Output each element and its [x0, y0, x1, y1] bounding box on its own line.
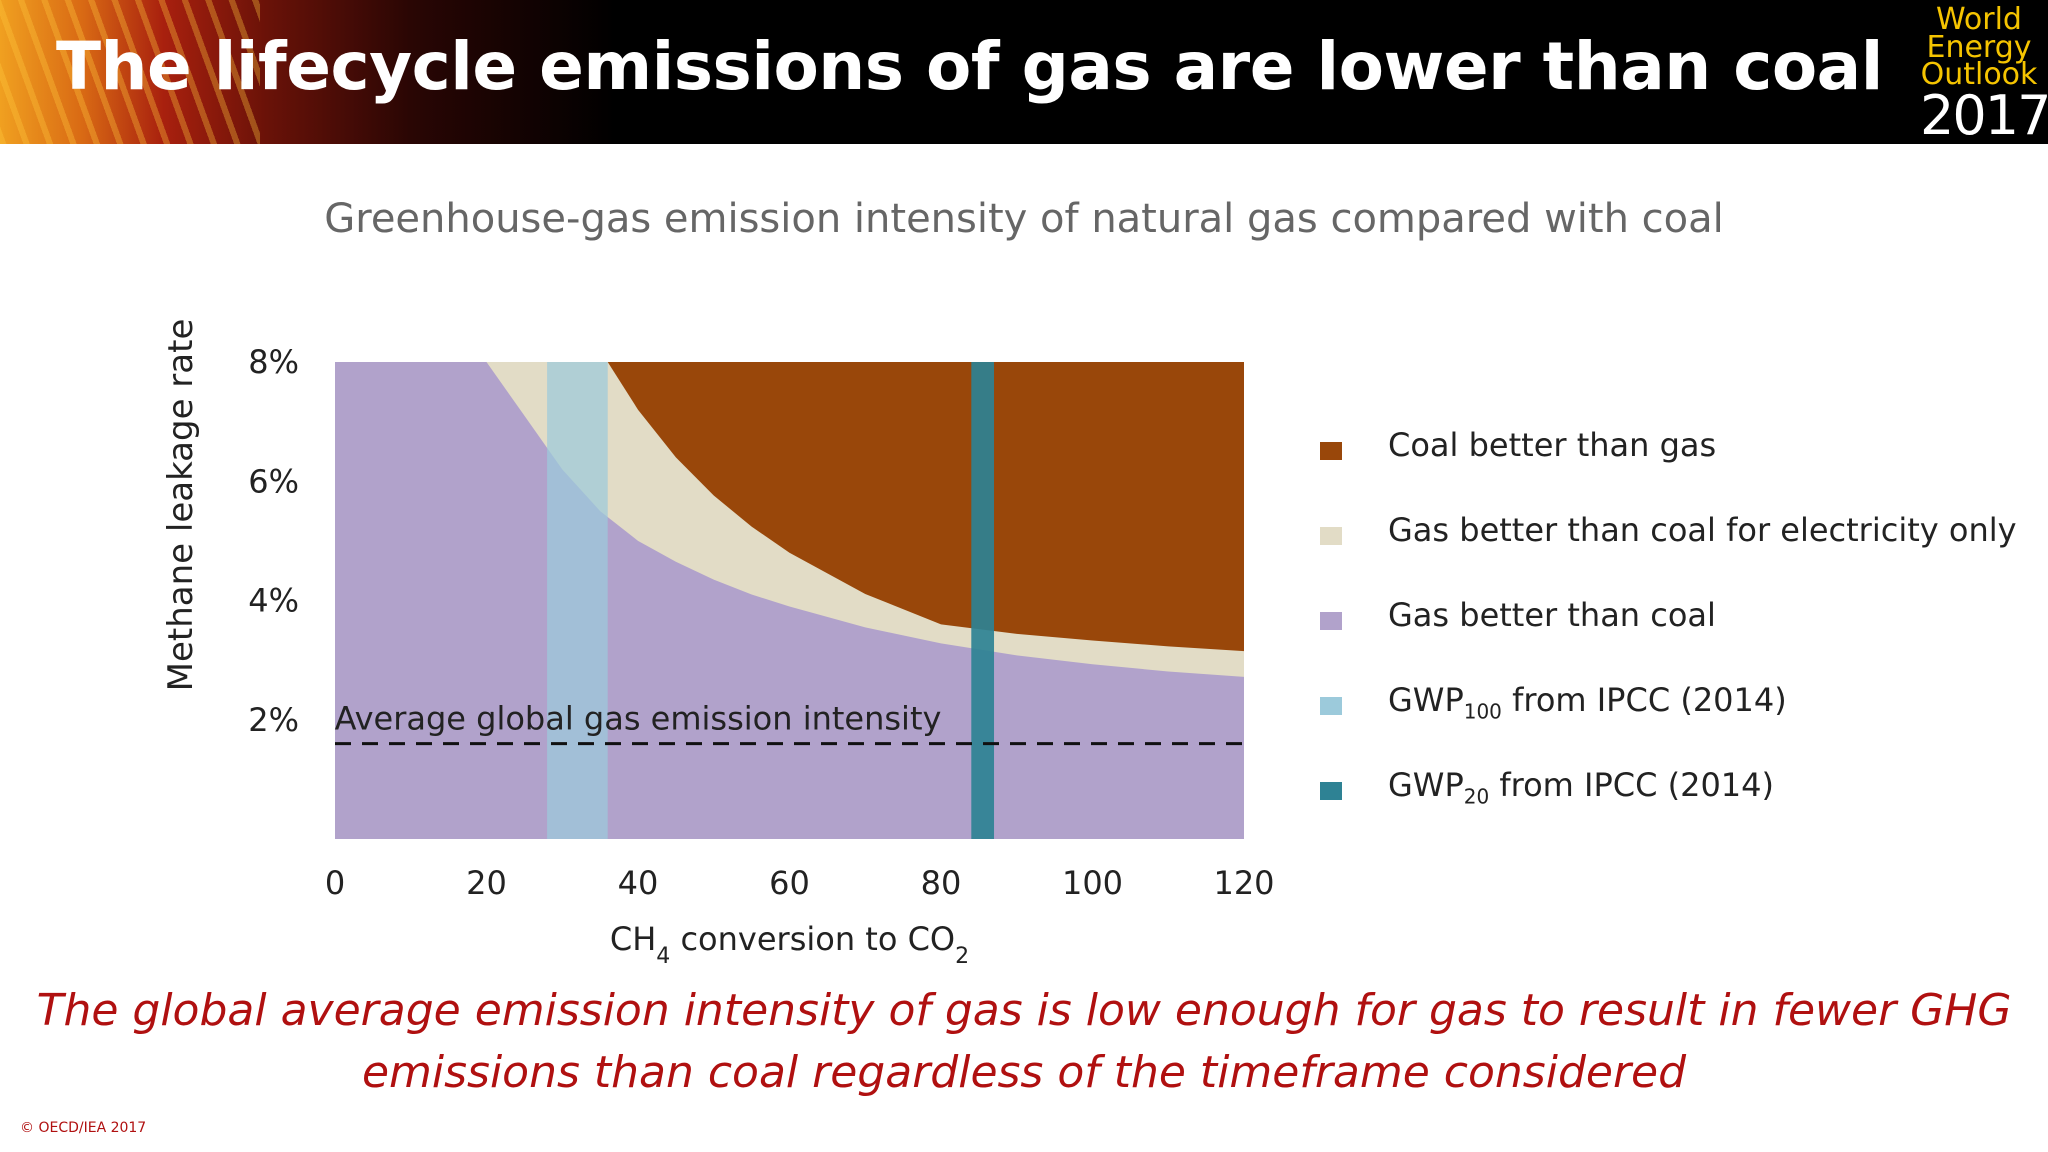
x-tick-label: 80 — [921, 864, 962, 902]
legend-swatch-coal-better — [1320, 442, 1342, 460]
title-banner: The lifecycle emissions of gas are lower… — [0, 0, 2048, 144]
x-tick-label: 40 — [618, 864, 659, 902]
logo-year: 2017 — [1920, 83, 2048, 144]
copyright: © OECD/IEA 2017 — [20, 1120, 147, 1136]
legend-swatch-electricity-only — [1320, 527, 1342, 545]
legend-label-gwp20: GWP20 from IPCC (2014) — [1388, 766, 1774, 809]
band-gwp20 — [971, 362, 995, 839]
legend-label-electricity-only: Gas better than coal for electricity onl… — [1388, 511, 2017, 549]
y-tick-label: 2% — [248, 701, 299, 739]
axes: 0 20 40 60 80 100 120 2% 4% 6% 8% CH4 conversion to… — [161, 319, 1275, 969]
legend-swatch-gwp20 — [1320, 782, 1342, 800]
legend-label-gwp100: GWP100 from IPCC (2014) — [1388, 681, 1787, 724]
x-tick-label: 100 — [1062, 864, 1123, 902]
legend-swatch-gwp100 — [1320, 697, 1342, 715]
logo-line-2: Energy — [1926, 29, 2032, 65]
y-axis-label: Methane leakage rate — [161, 319, 201, 692]
logo-line-3: Outlook — [1920, 57, 2038, 93]
region-coal-better — [607, 362, 1244, 652]
plot-area: Average global gas emission intensity — [335, 362, 1244, 839]
chart-title: Greenhouse-gas emission intensity of nat… — [324, 196, 1724, 242]
weo-logo: World Energy Outlook 2017 — [1920, 2, 2048, 144]
y-tick-label: 6% — [248, 462, 299, 500]
x-axis-label: CH4 conversion to CO2 — [610, 920, 969, 969]
x-tick-label: 0 — [325, 864, 345, 902]
logo-line-1: World — [1936, 2, 2022, 37]
average-emission-label: Average global gas emission intensity — [335, 700, 942, 738]
legend-label-gas-better: Gas better than coal — [1388, 596, 1716, 634]
legend-swatch-gas-better — [1320, 612, 1342, 630]
x-tick-label: 60 — [769, 864, 810, 902]
x-tick-label: 20 — [466, 864, 507, 902]
y-tick-label: 8% — [248, 343, 299, 381]
conclusion-text: The global average emission intensity of… — [36, 985, 2012, 1098]
y-tick-label: 4% — [248, 582, 299, 620]
x-tick-label: 120 — [1213, 864, 1274, 902]
band-gwp100 — [547, 362, 608, 839]
flame-decoration — [0, 0, 260, 144]
legend-label-coal-better: Coal better than gas — [1388, 426, 1717, 464]
slide-title: The lifecycle emissions of gas are lower… — [56, 28, 1883, 105]
